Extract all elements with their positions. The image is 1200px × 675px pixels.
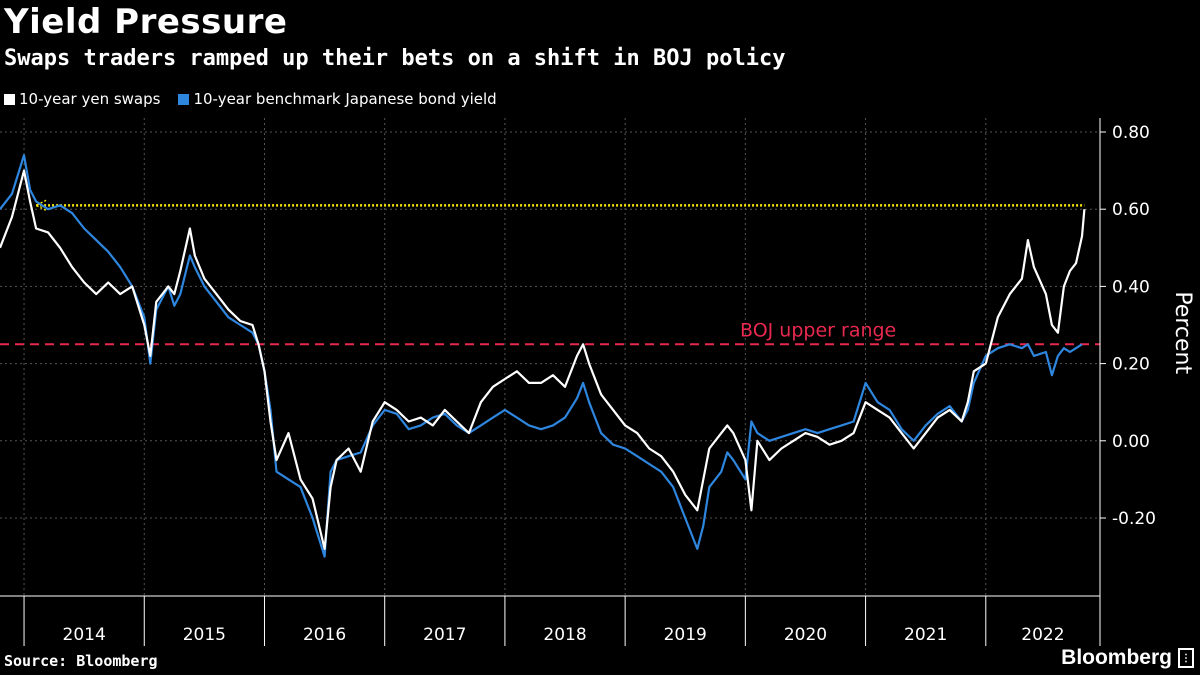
- logo-mark-icon: ⋮: [1178, 648, 1194, 668]
- x-tick-label: 2021: [904, 625, 947, 645]
- legend-item-swaps: 10-year yen swaps: [4, 90, 160, 108]
- bloomberg-logo: Bloomberg ⋮: [1061, 646, 1194, 670]
- series-line-bond-yield: [0, 154, 1083, 558]
- reference-lines: BOJ upper range: [0, 199, 1100, 346]
- x-tick-label: 2014: [63, 625, 106, 645]
- legend-swatch-bond-yield: [178, 93, 190, 105]
- y-tick-label: 0.00: [1112, 432, 1150, 452]
- reference-line-label: BOJ upper range: [740, 319, 896, 341]
- logo-text: Bloomberg: [1061, 646, 1172, 669]
- y-tick-label: 0.80: [1112, 123, 1150, 143]
- chart-title: Yield Pressure: [4, 2, 288, 42]
- x-tick-label: 2017: [423, 625, 466, 645]
- y-tick-label: -0.20: [1112, 509, 1156, 529]
- legend-swatch-swaps: [4, 93, 15, 105]
- x-tick-label: 2022: [1021, 625, 1064, 645]
- legend-label-swaps: 10-year yen swaps: [19, 90, 161, 108]
- y-tick-label: 0.40: [1112, 277, 1150, 297]
- axes: 0.80 0.60 0.40 0.20 0.00 -0.20 2014 2015 2016 201…: [0, 118, 1195, 646]
- series-line-swaps: [0, 169, 1086, 550]
- x-tick-label: 2019: [664, 625, 707, 645]
- x-tick-label: 2018: [543, 625, 586, 645]
- chart-subtitle: Swaps traders ramped up their bets on a …: [4, 46, 786, 71]
- legend-label-bond-yield: 10-year benchmark Japanese bond yield: [193, 90, 497, 108]
- grid: [0, 118, 1100, 596]
- y-tick-label: 0.20: [1112, 355, 1150, 375]
- x-tick-label: 2016: [303, 625, 346, 645]
- x-tick-label: 2015: [183, 625, 226, 645]
- legend-item-bond-yield: 10-year benchmark Japanese bond yield: [178, 90, 497, 108]
- series-group: [0, 154, 1086, 558]
- legend: 10-year yen swaps 10-year benchmark Japa…: [4, 90, 497, 108]
- y-tick-label: 0.60: [1112, 200, 1150, 220]
- x-tick-label: 2020: [784, 625, 827, 645]
- y-axis-title: Percent: [1170, 291, 1195, 374]
- source-note: Source: Bloomberg: [4, 652, 158, 670]
